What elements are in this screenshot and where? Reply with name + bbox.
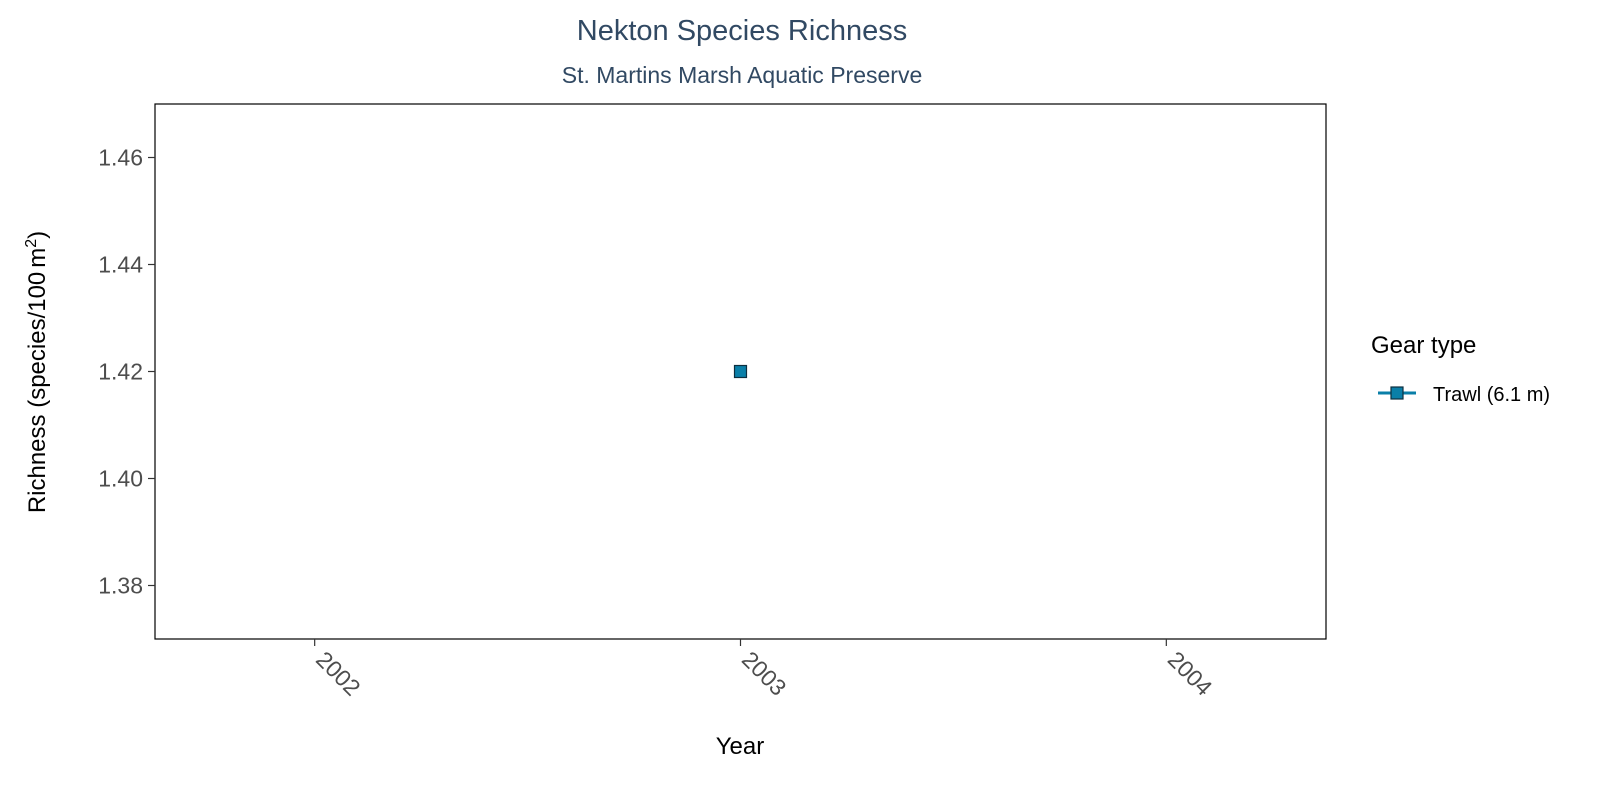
x-axis: 2002 2003 2004 <box>311 639 1217 701</box>
x-axis-title: Year <box>716 733 765 760</box>
x-tick-label: 2003 <box>737 646 792 701</box>
data-point <box>733 364 748 379</box>
y-axis-title-unit: m <box>24 248 51 268</box>
x-tick-label: 2004 <box>1163 646 1218 701</box>
y-axis: 1.38 1.40 1.42 1.44 1.46 <box>98 145 155 599</box>
legend-title: Gear type <box>1371 332 1476 359</box>
legend-marker-swatch <box>1390 386 1404 400</box>
y-axis-title-close: ) <box>24 231 51 239</box>
y-tick-label: 1.40 <box>98 466 143 492</box>
y-tick-label: 1.44 <box>98 252 143 278</box>
legend-item-trawl: Trawl (6.1 m) <box>1378 384 1550 406</box>
data-points <box>733 364 748 379</box>
chart-title: Nekton Species Richness <box>577 15 907 47</box>
y-axis-title-superscript: 2 <box>23 239 40 248</box>
y-tick-label: 1.42 <box>98 359 143 385</box>
y-tick-label: 1.38 <box>98 573 143 599</box>
x-tick-label: 2002 <box>311 646 366 701</box>
legend-label: Trawl (6.1 m) <box>1433 384 1550 406</box>
y-axis-title-main: Richness (species/100 <box>24 272 51 513</box>
legend: Gear type Trawl (6.1 m) <box>1371 332 1550 406</box>
y-tick-label: 1.46 <box>98 145 143 171</box>
y-axis-title: Richness (species/100 m2) <box>23 231 51 513</box>
chart-subtitle: St. Martins Marsh Aquatic Preserve <box>562 62 922 88</box>
